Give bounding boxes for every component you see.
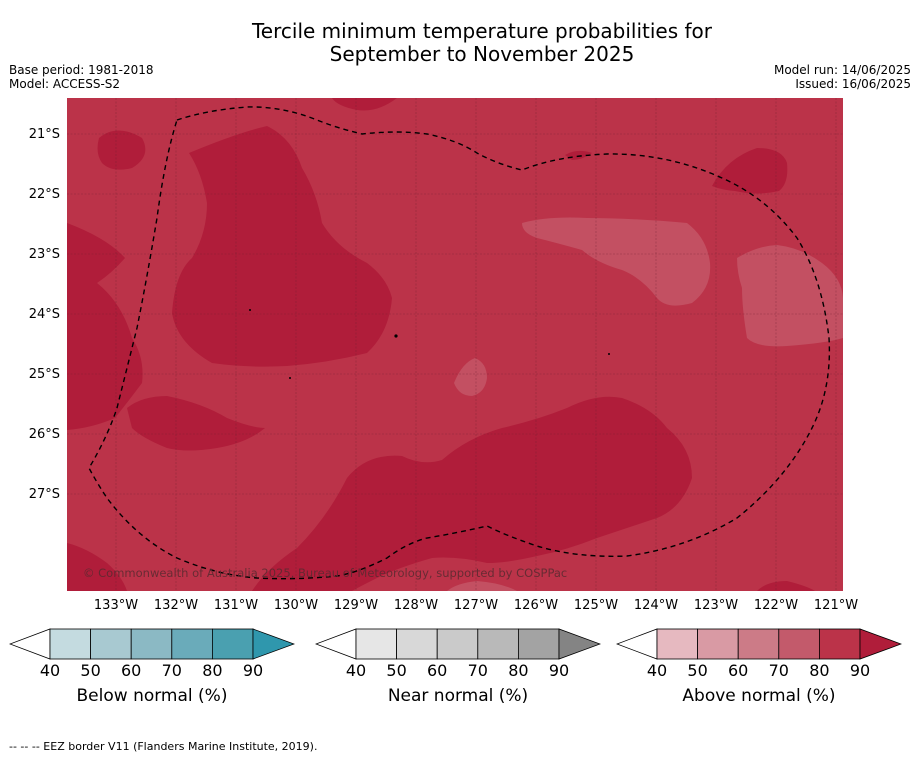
map-title: Tercile minimum temperature probabilitie… (0, 20, 919, 66)
lon-label: 130°W (273, 598, 319, 613)
tick-label: 50 (80, 661, 101, 680)
lon-label: 129°W (333, 598, 379, 613)
tick-label: 80 (202, 661, 223, 680)
colorbar-swatch (818, 628, 861, 660)
lon-label: 128°W (393, 598, 439, 613)
lon-label: 124°W (633, 598, 679, 613)
meta-left: Base period: 1981-2018 Model: ACCESS-S2 (9, 63, 154, 91)
lon-label: 122°W (753, 598, 799, 613)
above-60-70-regions (447, 217, 843, 591)
meta-right: Model run: 14/06/2025 Issued: 16/06/2025 (774, 63, 911, 91)
tick-label: 40 (39, 661, 61, 680)
tick-label: 60 (121, 661, 142, 680)
colorbar-swatch (90, 628, 132, 660)
lat-label: 23°S (28, 247, 60, 262)
lon-label: 133°W (93, 598, 139, 613)
colorbar-swatch (477, 628, 519, 660)
tick-label: 80 (809, 661, 830, 680)
eez-footnote: -- -- -- EEZ border V11 (Flanders Marine… (9, 740, 318, 753)
tick-label: 90 (548, 661, 570, 680)
colorbar-swatch (396, 628, 438, 660)
tick-label: 90 (849, 661, 871, 680)
above-normal-swatches (615, 628, 903, 660)
colorbar-swatch (252, 628, 296, 660)
above-normal-label: Above normal (%) (682, 686, 836, 706)
tick-label: 50 (386, 661, 407, 680)
lat-label: 26°S (28, 427, 60, 442)
graticule (67, 98, 843, 591)
colorbar-swatch (517, 628, 560, 660)
tick-label: 90 (242, 661, 264, 680)
lon-label: 127°W (453, 598, 499, 613)
lat-label: 21°S (28, 127, 60, 142)
below-normal-colorbar (8, 628, 296, 664)
map-canvas (67, 98, 843, 591)
colorbar-swatch (211, 628, 254, 660)
colorbar-swatch (859, 628, 903, 660)
probability-map (67, 98, 843, 591)
above-80-90-regions (67, 98, 815, 591)
colorbar-swatch (656, 628, 698, 660)
colorbar-swatch (314, 628, 357, 660)
lon-label: 132°W (153, 598, 199, 613)
model-run: Model run: 14/06/2025 (773, 63, 911, 77)
near-normal-colorbar (314, 628, 602, 664)
below-normal-swatches (8, 628, 296, 660)
tick-label: 70 (161, 661, 182, 680)
colorbar-swatch (697, 628, 739, 660)
model-name: Model: ACCESS-S2 (9, 77, 121, 91)
tick-label: 50 (687, 661, 708, 680)
title-line-2: September to November 2025 (329, 42, 635, 66)
lon-label: 123°W (693, 598, 739, 613)
colorbar-swatch (49, 628, 91, 660)
issued-date: Issued: 16/06/2025 (795, 77, 911, 91)
colorbar-swatch (355, 628, 397, 660)
tick-label: 70 (768, 661, 789, 680)
base-period: Base period: 1981-2018 (9, 63, 154, 77)
colorbar-swatch (436, 628, 479, 660)
colorbar-swatch (8, 628, 51, 660)
title-line-1: Tercile minimum temperature probabilitie… (251, 19, 713, 43)
lon-label: 125°W (573, 598, 619, 613)
tick-label: 40 (646, 661, 668, 680)
near-normal-label: Near normal (%) (387, 686, 529, 706)
near-normal-swatches (314, 628, 602, 660)
map-copyright: © Commonwealth of Australia 2025, Bureau… (83, 566, 568, 580)
colorbar-swatch (171, 628, 213, 660)
lon-label: 126°W (513, 598, 559, 613)
below-normal-label: Below normal (%) (76, 686, 228, 706)
tick-label: 80 (508, 661, 529, 680)
colorbar-swatch (558, 628, 602, 660)
colorbar-swatch (615, 628, 658, 660)
lon-label: 121°W (813, 598, 859, 613)
tick-label: 70 (467, 661, 488, 680)
lat-label: 25°S (28, 367, 60, 382)
colorbar-swatch (778, 628, 820, 660)
colorbar-swatch (130, 628, 173, 660)
above-normal-colorbar (615, 628, 903, 664)
tick-label: 60 (427, 661, 448, 680)
tick-label: 40 (345, 661, 367, 680)
lat-label: 22°S (28, 187, 60, 202)
lat-label: 27°S (28, 487, 60, 502)
islands (249, 309, 610, 379)
lat-label: 24°S (28, 307, 60, 322)
colorbar-swatch (737, 628, 780, 660)
lon-label: 131°W (213, 598, 259, 613)
tick-label: 60 (728, 661, 749, 680)
